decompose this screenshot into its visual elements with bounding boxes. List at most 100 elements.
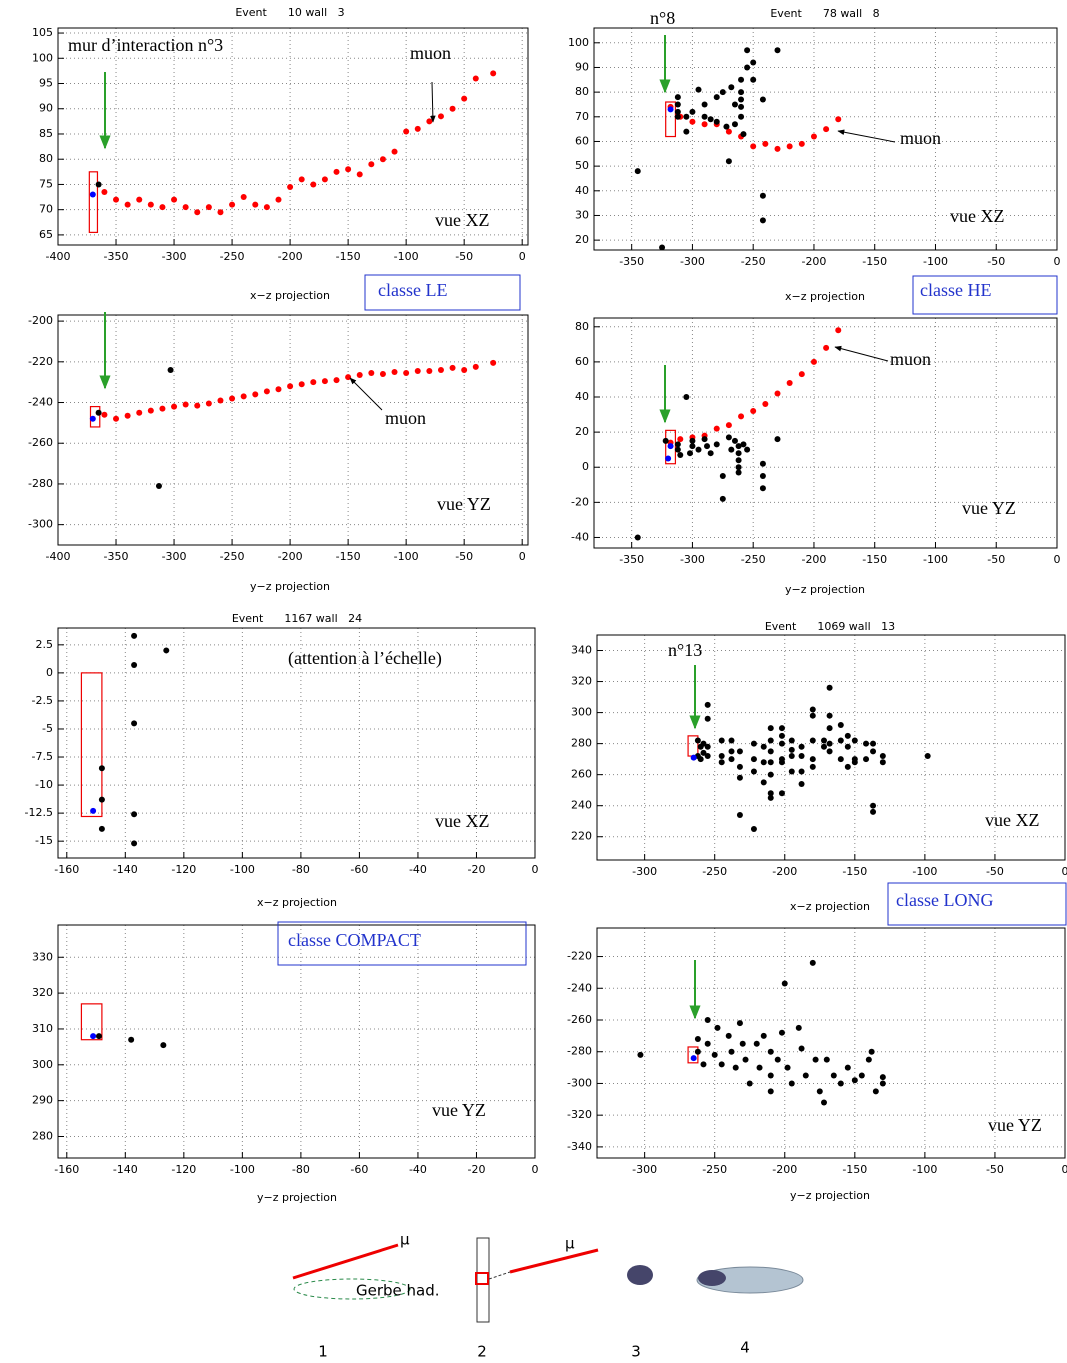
hit-point	[826, 712, 833, 719]
hit-point	[823, 344, 830, 351]
hit-point	[778, 790, 785, 797]
hit-point	[89, 415, 96, 422]
hit-point	[700, 740, 707, 747]
plot-frame	[593, 317, 1058, 549]
hit-point	[718, 1061, 725, 1068]
y-tick-label: 0	[582, 460, 589, 473]
hit-point	[472, 75, 479, 82]
x-tick-label: -300	[632, 865, 657, 878]
hit-point	[858, 1072, 865, 1079]
hit-point	[870, 740, 877, 747]
hit-point	[798, 768, 805, 775]
hit-point	[403, 370, 410, 377]
y-tick-label: -300	[28, 518, 53, 531]
panel: -160 -140 -120 -100 -80 -60 -40 -20 0 280 290 300 31…	[32, 921, 539, 1204]
hit-point	[252, 391, 259, 398]
hit-point	[704, 753, 711, 760]
y-tick-label: 280	[571, 737, 592, 750]
hit-point	[774, 47, 781, 54]
hit-point	[788, 753, 795, 760]
x-tick-label: 0	[1062, 1163, 1067, 1176]
hit-point	[728, 748, 735, 755]
y-tick-label: 20	[575, 425, 589, 438]
hit-point	[731, 121, 738, 128]
hit-point	[736, 774, 743, 781]
x-tick-label: -150	[336, 250, 361, 263]
x-tick-label: -150	[842, 1163, 867, 1176]
y-tick-label: 260	[571, 768, 592, 781]
panel: -350 -300 -250 -200 -150 -100 -50 0 20 30 40 50 60 70…	[568, 7, 1061, 315]
hit-point	[823, 126, 830, 133]
hit-point	[98, 796, 105, 803]
hit-point	[760, 743, 767, 750]
hit-point	[820, 737, 827, 744]
hit-point	[750, 825, 757, 832]
annotation: muon	[410, 43, 451, 63]
hit-point	[694, 1048, 701, 1055]
hit-point	[736, 763, 743, 770]
hit-point	[704, 1040, 711, 1047]
y-tick-label: 80	[575, 320, 589, 333]
annotation: mur d’interaction n°3	[68, 35, 223, 55]
x-tick-label: -100	[230, 863, 255, 876]
hit-point	[171, 403, 178, 410]
hit-point	[728, 446, 735, 453]
hit-point	[147, 201, 154, 208]
hit-point	[490, 70, 497, 77]
hit-point	[101, 411, 108, 418]
x-tick-label: -200	[278, 550, 303, 563]
x-tick-label: -60	[350, 1163, 368, 1176]
hit-point	[275, 386, 282, 393]
y-tick-label: 50	[575, 159, 589, 172]
hit-point	[826, 740, 833, 747]
hit-point	[844, 1064, 851, 1071]
hit-point	[263, 388, 270, 395]
hit-point	[767, 1048, 774, 1055]
hit-point	[704, 715, 711, 722]
hit-point	[740, 441, 747, 448]
plot-frame	[596, 634, 1066, 861]
hit-point	[742, 1056, 749, 1063]
hit-point	[310, 181, 317, 188]
hit-point	[735, 450, 742, 457]
hit-point	[865, 1056, 872, 1063]
y-tick-label: 85	[39, 127, 53, 140]
hit-point	[802, 1072, 809, 1079]
hit-point	[131, 720, 138, 727]
hit-point	[778, 725, 785, 732]
x-tick-label: 0	[519, 550, 526, 563]
hit-point	[863, 740, 870, 747]
pointer-arrow	[837, 129, 896, 143]
x-tick-label: -40	[409, 1163, 427, 1176]
pointer-arrow	[834, 345, 889, 362]
x-tick-label: 0	[1062, 865, 1067, 878]
hit-point	[131, 632, 138, 639]
hit-point	[252, 201, 259, 208]
y-tick-label: -20	[571, 495, 589, 508]
annotation: classe LONG	[896, 890, 993, 910]
x-tick-label: 0	[519, 250, 526, 263]
x-tick-label: -100	[912, 1163, 937, 1176]
hit-point	[689, 443, 696, 450]
hit-point	[851, 737, 858, 744]
hit-point	[677, 451, 684, 458]
hit-point	[750, 143, 757, 150]
hit-point	[809, 756, 816, 763]
hit-point	[767, 794, 774, 801]
hit-point	[728, 1048, 735, 1055]
wall-box	[475, 1272, 489, 1285]
hit-point	[171, 196, 178, 203]
x-tick-label: -50	[455, 250, 473, 263]
hit-point	[449, 105, 456, 112]
y-tick-label: 290	[32, 1094, 53, 1107]
panel: -300 -250 -200 -150 -100 -50 0 -340 -320 -300 -280…	[567, 927, 1067, 1202]
y-tick-label: -200	[28, 314, 53, 327]
y-tick-label: 280	[32, 1129, 53, 1142]
x-tick-label: -250	[220, 250, 245, 263]
hit-point	[713, 441, 720, 448]
hit-point	[844, 743, 851, 750]
hit-point	[689, 437, 696, 444]
hit-point	[697, 756, 704, 763]
hit-point	[736, 812, 743, 818]
class-box	[364, 274, 521, 311]
